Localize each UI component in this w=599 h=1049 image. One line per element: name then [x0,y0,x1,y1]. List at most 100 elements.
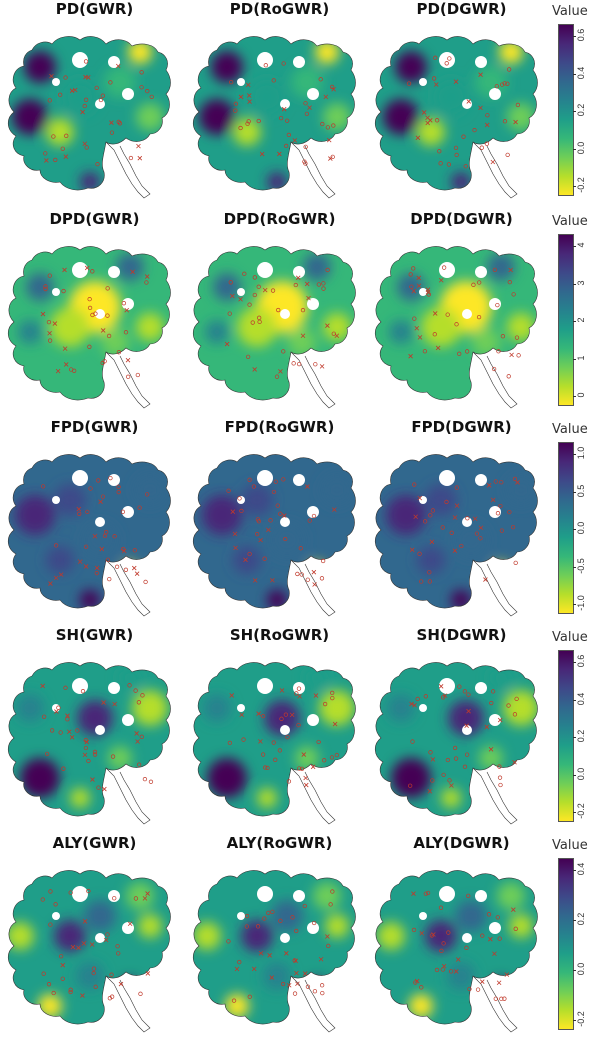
sample-markers [40,265,150,379]
cross-marker [332,721,338,727]
cross-marker [455,957,461,962]
sample-markers [40,475,150,586]
hole [475,474,487,486]
circle-marker [328,902,333,907]
map-surface [375,454,538,608]
shade-region [395,51,427,83]
hole [293,266,305,278]
cross-marker [48,581,53,586]
color-legend-pd: Value 0.6 0.4 0.2 0.0 -0.2 [540,0,599,205]
hole [462,309,472,319]
circle-marker [415,696,420,702]
circle-marker [428,750,433,755]
cross-marker [145,971,151,976]
circle-marker [106,333,112,339]
shade-region [303,253,331,281]
cross-marker [92,533,98,539]
cross-marker [118,981,124,987]
shade-region [271,900,303,932]
map-title: FPD(GWR) [50,418,139,436]
circle-marker [136,762,142,767]
map-surface [193,870,356,1024]
circle-marker [311,513,317,519]
circle-marker [94,571,99,576]
circle-marker [237,496,242,501]
circle-marker [121,301,127,306]
circle-marker [51,134,56,139]
circle-marker [49,728,55,733]
cross-marker [238,94,244,100]
cross-marker [441,963,447,969]
cross-marker [411,288,417,294]
circle-marker [86,758,91,764]
circle-marker [429,933,435,938]
bay-outline [105,141,151,199]
cross-marker [466,708,471,714]
shade-region [202,495,242,535]
circle-marker [514,696,519,702]
shade-region [448,700,484,736]
hole [257,262,273,278]
cross-marker [279,688,285,693]
cross-marker [55,368,61,374]
circle-marker [238,125,243,131]
hole [122,298,134,310]
legend-tick-label: 1 [576,355,586,361]
cross-marker [326,137,332,143]
circle-marker [245,121,250,126]
cross-marker [429,539,435,545]
cross-marker [69,88,75,94]
cross-marker [239,712,245,718]
shade-region [118,666,142,690]
circle-marker [271,489,277,495]
circle-marker [477,280,482,285]
cross-marker [484,122,490,128]
cross-marker [438,277,444,283]
circle-marker [100,360,105,366]
cross-marker [100,328,106,333]
map-graphic [374,36,538,199]
map-panel-sh-dgwr: SH(DGWR) [369,626,554,831]
cross-marker [310,764,316,770]
cross-marker [435,345,441,351]
circle-marker [94,85,99,90]
cross-marker [84,265,90,271]
hole [419,288,427,296]
shade-region [38,994,62,1018]
cross-marker [508,267,513,273]
circle-marker [263,63,268,68]
legend-tick-mark [573,186,576,187]
circle-marker [277,748,283,753]
map-surface [193,36,356,190]
map-surface [375,870,538,1024]
circle-marker [505,152,510,157]
bay-outline [472,975,518,1033]
region-outline [7,36,171,191]
cross-marker [267,953,272,958]
circle-marker [293,282,298,288]
cross-marker [431,932,436,937]
cross-marker [85,75,91,80]
cross-marker [513,119,518,125]
circle-marker [58,730,63,735]
circle-marker [307,518,312,523]
cross-marker [142,896,148,901]
shade-region [323,313,351,341]
shade-region [82,522,118,558]
circle-marker [105,557,111,562]
shade-region [507,313,535,341]
cross-marker [53,575,59,581]
region-outline [374,454,538,609]
circle-marker [58,92,63,97]
shade-region [391,758,431,798]
circle-marker [251,484,257,489]
shade-region [489,666,513,690]
circle-marker [497,775,503,780]
circle-marker [506,703,511,708]
circle-marker [121,546,126,552]
circle-marker [512,712,518,717]
bay-outline [472,141,518,199]
cross-marker [81,941,87,946]
circle-marker [265,765,270,771]
circle-marker [148,779,154,784]
